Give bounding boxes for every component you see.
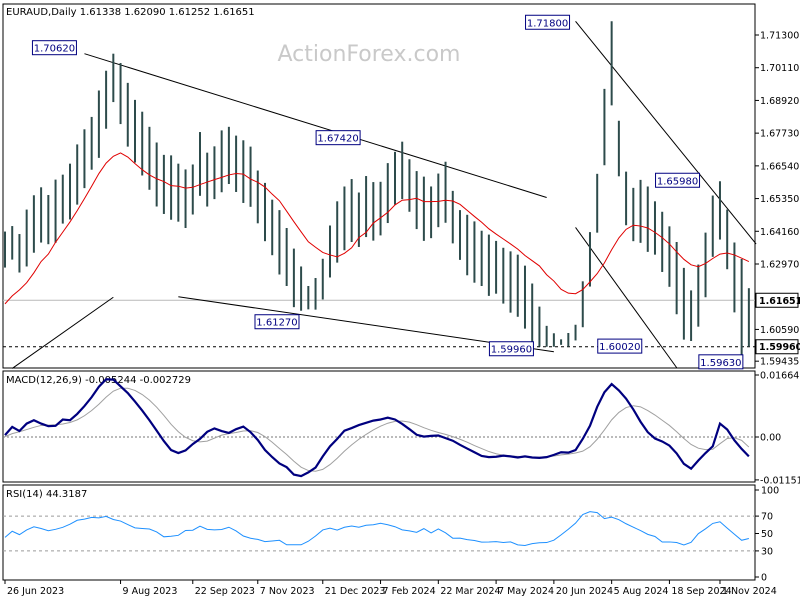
- price-annotation-box: [698, 354, 744, 370]
- x-axis-label: 21 Dec 2023: [325, 586, 386, 597]
- price-axis-label: 1.62970: [760, 260, 799, 271]
- chart-header-label: EURAUD,Daily 1.61338 1.62090 1.61252 1.6…: [6, 7, 255, 18]
- price-annotation-label: 1.59630: [700, 358, 741, 369]
- rsi-axis-label: 50: [761, 529, 773, 540]
- price-annotation-label: 1.60020: [599, 342, 640, 353]
- price-axis-label: 1.64160: [760, 227, 799, 238]
- price-annotation-label: 1.70620: [34, 44, 75, 55]
- price-annotation-label: 1.59960: [491, 345, 532, 356]
- current-price-tag: 1.61651: [759, 296, 800, 307]
- x-axis-label: 20 Jun 2024: [556, 586, 613, 597]
- rsi-axis-label: 70: [761, 512, 773, 523]
- price-axis-label: 1.67730: [760, 129, 799, 140]
- price-axis-label: 1.71300: [760, 31, 799, 42]
- trendline-upper-wedge: [84, 53, 547, 198]
- price-annotation-box: [488, 341, 534, 357]
- x-axis-label: 7 Feb 2024: [383, 586, 436, 597]
- x-axis-label: 1 Nov 2024: [722, 586, 777, 597]
- price-axis-label: 1.66540: [760, 161, 799, 172]
- moving-average-line: [4, 152, 750, 305]
- current-price-tag-box: [755, 292, 799, 308]
- price-annotation-label: 1.67420: [317, 134, 358, 145]
- trendline-lower-channel: [575, 227, 678, 368]
- price-axis-label: 1.65350: [760, 194, 799, 205]
- macd-signal-line: [4, 387, 750, 472]
- price-annotation-box: [254, 314, 300, 330]
- price-annotation-label: 1.71800: [527, 18, 568, 29]
- rsi-label: RSI(14) 44.3187: [6, 489, 87, 500]
- rsi-axis-label: 0: [761, 573, 767, 584]
- price-bars: [4, 21, 750, 356]
- price-annotation-box: [655, 172, 701, 188]
- price-annotation-box: [525, 14, 571, 30]
- x-axis-label: 7 Nov 2023: [260, 586, 315, 597]
- main-price-panel: [2, 3, 756, 369]
- trendline-upper-channel: [575, 20, 757, 245]
- price-annotation-box: [597, 338, 643, 354]
- price-annotation-label: 1.65980: [657, 176, 698, 187]
- macd-axis-label: -0.011515: [760, 475, 800, 486]
- x-axis-label: 22 Mar 2024: [440, 586, 500, 597]
- macd-label: MACD(12,26,9) -0.005244 -0.002729: [6, 375, 191, 386]
- price-annotation-box: [31, 40, 77, 56]
- price-axis-label: 1.59435: [760, 357, 799, 368]
- support-price-tag: 1.59960: [759, 342, 800, 353]
- price-axis-label: 1.60590: [760, 325, 799, 336]
- watermark: ActionForex.com: [278, 42, 461, 67]
- macd-axis-label: 0.00: [760, 433, 781, 444]
- price-axis-label: 1.70110: [760, 63, 799, 74]
- x-axis-label: 7 May 2024: [498, 586, 554, 597]
- rsi-panel: [2, 484, 756, 581]
- support-price-tag-box: [755, 339, 799, 355]
- x-axis-label: 9 Aug 2023: [123, 586, 178, 597]
- macd-axis-label: 0.01664: [760, 371, 799, 382]
- price-axis-label: 1.68920: [760, 96, 799, 107]
- price-annotation-box: [315, 130, 361, 146]
- x-axis-label: 26 Jun 2023: [7, 586, 64, 597]
- rsi-axis-label: 30: [761, 546, 773, 557]
- x-axis-label: 18 Sep 2024: [671, 586, 731, 597]
- x-axis-label: 5 Aug 2024: [614, 586, 669, 597]
- rsi-axis-label: 100: [761, 486, 779, 497]
- price-annotation-label: 1.61270: [256, 318, 297, 329]
- x-axis-label: 22 Sep 2023: [195, 586, 255, 597]
- trendline-left-support: [11, 296, 114, 369]
- macd-line: [4, 378, 750, 478]
- rsi-line: [4, 511, 749, 547]
